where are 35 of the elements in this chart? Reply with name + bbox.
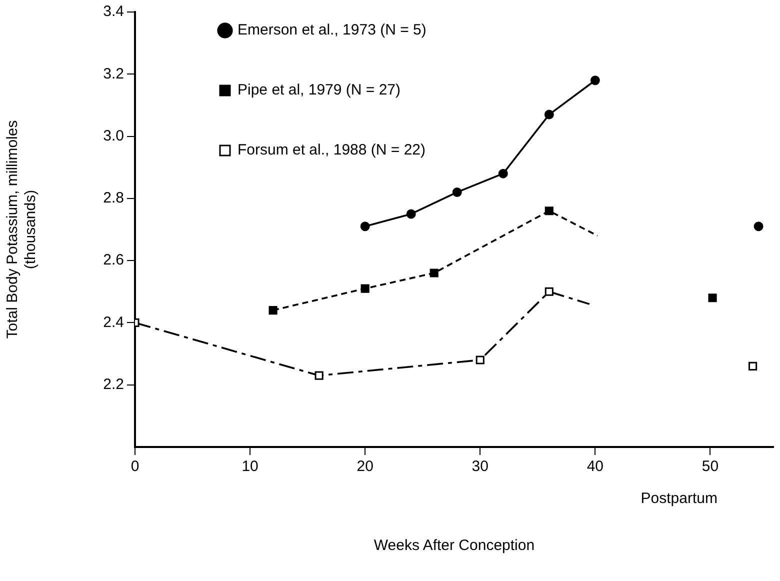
point [314,371,324,380]
y-axis-title: Total Body Potassium, millimoles (thousands) [4,120,40,339]
x-tick-label: 10 [242,458,258,476]
y-tick-label: 2.6 [103,252,124,269]
point [544,287,554,296]
y-tick-label: 3.4 [103,3,124,20]
point [360,222,370,232]
x-tick-label: 50 [702,458,719,476]
point [590,76,600,86]
point [452,187,462,197]
y-tick-label: 2.8 [103,190,124,207]
x-tick-label: 0 [130,458,140,476]
y-tick-label: 3.2 [103,65,124,82]
legend-label: Emerson et al., 1973 (N = 5) [238,22,426,39]
y-tick-label: 2.2 [103,376,124,393]
y-tick-label: 2.4 [103,314,124,331]
point [360,284,370,293]
point [498,168,508,178]
x-tick-label: 30 [472,458,488,476]
y-tick-label: 3.0 [103,127,124,144]
point [544,110,554,120]
point [268,306,278,315]
point [476,356,484,364]
x-tick-label: 20 [356,458,374,476]
x-tick-label: 40 [586,458,604,476]
point [406,209,416,219]
text: Postpartum [640,490,718,508]
point [708,294,717,302]
point [544,206,554,216]
point [754,222,764,232]
legend-label: Pipe et al, 1979 (N = 27) [238,82,401,99]
x-axis-title: Weeks After Conception [374,537,535,554]
point [430,268,438,278]
point [748,362,758,370]
legend-label: Forsum et al., 1988 (N = 22) [238,142,426,159]
